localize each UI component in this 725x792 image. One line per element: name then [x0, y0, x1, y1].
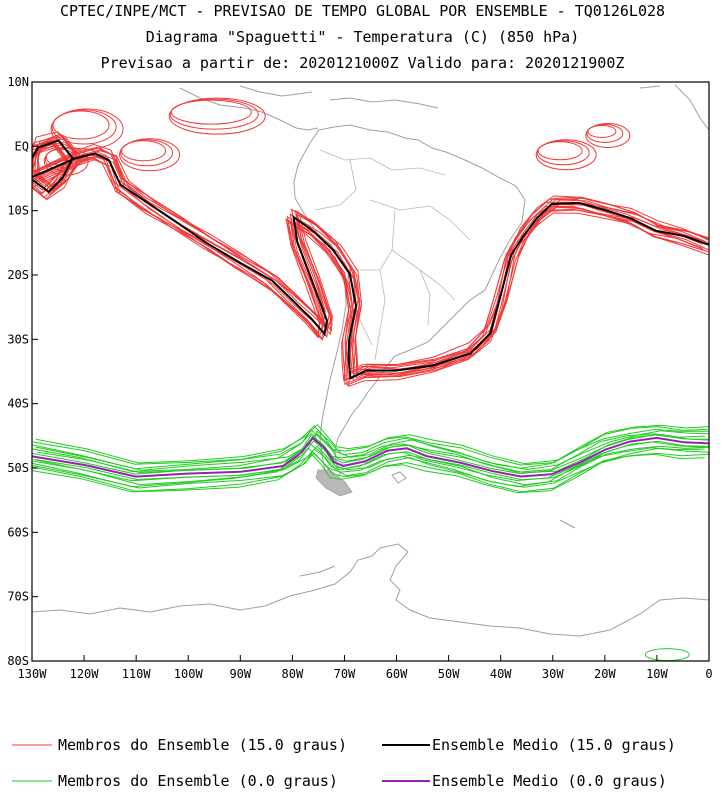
lon-label: 90W: [229, 667, 251, 681]
member-15-contour: [32, 136, 706, 374]
member-15-blob: [170, 99, 252, 125]
lat-label: 40S: [7, 397, 29, 411]
legend-mean-0-label: Ensemble Medio (0.0 graus): [432, 772, 667, 790]
member-15-blob: [120, 139, 174, 167]
member-0-contour: [33, 440, 709, 481]
lon-label: 30W: [542, 667, 564, 681]
antarctica-coast: [32, 519, 709, 637]
legend: Membros do Ensemble (15.0 graus) Ensembl…: [12, 736, 676, 790]
lat-label: 60S: [7, 525, 29, 539]
lon-label: 120W: [70, 667, 100, 681]
lon-label: 50W: [438, 667, 460, 681]
member-0-contour: [32, 434, 709, 475]
member-15-blob: [119, 138, 181, 172]
member-0-contour: [35, 423, 709, 465]
lon-label: 10W: [646, 667, 668, 681]
lon-label: 60W: [386, 667, 408, 681]
lon-label: 110W: [122, 667, 152, 681]
legend-members-0-label: Membros do Ensemble (0.0 graus): [58, 772, 338, 790]
legend-members-15-label: Membros do Ensemble (15.0 graus): [58, 736, 347, 754]
lon-label: 20W: [594, 667, 616, 681]
lat-label: 10N: [7, 75, 29, 89]
lon-label: 100W: [174, 667, 204, 681]
coastline-layer: [32, 84, 709, 637]
member-15-blob: [536, 140, 590, 166]
longitude-axis: 130W 120W 110W 100W 90W 80W 70W 60W 50W 40W 30W 20W…: [18, 655, 713, 681]
lat-label: 10S: [7, 204, 29, 218]
member-15-blob: [168, 97, 266, 135]
member-15-blob: [586, 123, 624, 143]
member-15-blob: [50, 108, 124, 150]
member-15-contour: [37, 137, 709, 375]
ensemble-mean-0-contour: [32, 436, 709, 478]
member-15-blob: [44, 147, 82, 171]
member-0-contour: [32, 447, 705, 488]
lat-label: 80S: [7, 654, 29, 668]
member-15-blob: [52, 110, 110, 140]
patagonia-islands: [315, 469, 353, 497]
member-0-contour: [35, 430, 709, 471]
member-15-blob: [43, 146, 89, 176]
member-0-contour: [32, 432, 705, 473]
lon-label: 130W: [18, 667, 48, 681]
member-0-contour: [32, 428, 708, 470]
country-borders: [314, 149, 471, 361]
member-15-blob: [121, 140, 167, 162]
lat-label: 30S: [7, 332, 29, 346]
africa-coast: [639, 84, 709, 131]
member-15-blob: [587, 124, 617, 138]
member-15-contour: [32, 133, 709, 374]
member-15-blob: [535, 139, 597, 171]
member-15-blob: [537, 141, 583, 161]
members-15-layer: [32, 97, 709, 388]
lon-label: 40W: [490, 667, 512, 681]
legend-mean-15-label: Ensemble Medio (15.0 graus): [432, 736, 676, 754]
title-line-1: CPTEC/INPE/MCT - PREVISAO DE TEMPO GLOBA…: [59, 2, 666, 20]
lon-label: 0: [705, 667, 712, 681]
member-15-contour: [32, 131, 709, 370]
map-frame: [31, 81, 710, 662]
latitude-axis: 10N EQ 10S 20S 30S 40S 50S 60S 70S 80S: [7, 75, 38, 668]
title-line-2: Diagrama "Spaguetti" - Temperatura (C) (…: [145, 28, 580, 46]
lat-label: 70S: [7, 590, 29, 604]
member-15-blob: [585, 122, 631, 148]
falklands-coast: [391, 471, 407, 484]
members-0-layer: [32, 423, 709, 661]
ensemble-mean-15-contour: [32, 139, 709, 380]
member-15-contour: [32, 143, 707, 385]
member-0-contour: [32, 452, 705, 494]
lat-label: 20S: [7, 268, 29, 282]
lon-label: 70W: [334, 667, 356, 681]
title-line-3: Previsao a partir de: 2020121000Z Valido…: [100, 54, 625, 72]
member-15-blob: [51, 109, 117, 145]
lat-label: EQ: [15, 139, 29, 153]
lon-label: 80W: [282, 667, 304, 681]
lat-label: 50S: [7, 461, 29, 475]
member-15-blob: [169, 98, 259, 130]
